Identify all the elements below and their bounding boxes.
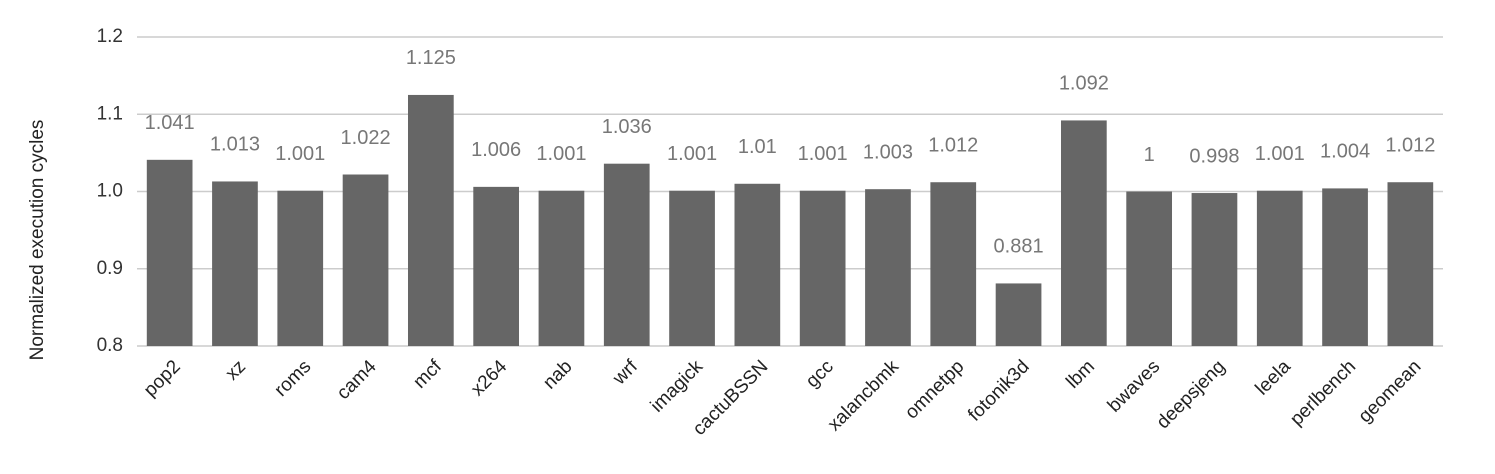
x-tick-label: pop2 — [140, 356, 185, 401]
x-tick-label: omnetpp — [901, 356, 968, 423]
value-label: 1.003 — [863, 141, 913, 163]
x-tick-label: gcc — [802, 356, 838, 392]
x-tick-label: roms — [271, 356, 316, 401]
bar — [277, 190, 324, 346]
y-tick-label: 0.8 — [97, 335, 123, 356]
value-label: 1.041 — [145, 112, 195, 134]
value-label: 1.036 — [602, 116, 652, 138]
x-tick-label: bwaves — [1104, 356, 1164, 416]
value-label: 1.001 — [667, 143, 717, 165]
x-tick-label: nab — [539, 356, 576, 393]
value-label: 1.006 — [471, 139, 521, 161]
bar — [1126, 191, 1173, 346]
value-label: 1.013 — [210, 134, 260, 156]
bar — [799, 190, 846, 346]
bar — [146, 159, 193, 346]
bar — [1060, 120, 1107, 347]
bar — [407, 94, 454, 346]
value-label: 1.092 — [1059, 73, 1109, 95]
value-label: 1.001 — [536, 143, 586, 165]
x-tick-label: geomean — [1355, 356, 1426, 427]
y-axis-title: Normalized execution cycles — [27, 120, 48, 361]
bar — [342, 174, 389, 346]
value-label: 1.004 — [1320, 141, 1370, 163]
bar — [603, 163, 650, 346]
x-tick-label: leela — [1252, 356, 1296, 400]
x-tick-label: xz — [222, 356, 250, 384]
bar — [538, 190, 585, 346]
x-tick-label: lbm — [1062, 356, 1099, 393]
y-tick-label: 1.0 — [97, 181, 123, 202]
x-tick-label: fotonik3d — [964, 356, 1033, 425]
value-label: 1.001 — [798, 143, 848, 165]
value-label: 1 — [1144, 144, 1155, 166]
x-tick-label: wrf — [608, 356, 642, 390]
x-tick-label: cam4 — [333, 356, 381, 404]
value-label: 1.012 — [928, 135, 978, 157]
x-tick-label: xalancbmk — [824, 356, 903, 435]
x-tick-label: deepsjeng — [1153, 356, 1230, 433]
bar — [865, 189, 911, 346]
value-label: 0.998 — [1189, 145, 1239, 167]
value-label: 1.125 — [406, 47, 456, 69]
value-label: 1.001 — [275, 143, 325, 165]
bar — [995, 283, 1042, 346]
bar — [1191, 193, 1238, 346]
x-tick-label: imagick — [647, 356, 708, 417]
bar — [1322, 188, 1368, 346]
value-label: 0.881 — [994, 236, 1044, 258]
value-label: 1.012 — [1385, 135, 1435, 157]
bar — [930, 182, 977, 346]
bar — [734, 183, 781, 346]
bar — [1256, 190, 1303, 346]
bar — [1387, 182, 1434, 346]
value-label: 1.022 — [341, 127, 391, 149]
y-tick-label: 1.1 — [97, 103, 123, 124]
bar — [473, 186, 520, 346]
bar — [669, 190, 715, 346]
x-tick-label: perlbench — [1286, 356, 1360, 430]
x-tick-label: x264 — [467, 356, 511, 400]
value-label: 1.001 — [1255, 143, 1305, 165]
x-tick-label: mcf — [409, 356, 446, 393]
bar — [212, 181, 258, 346]
value-label: 1.01 — [738, 136, 777, 158]
y-tick-label: 1.2 — [97, 26, 123, 47]
y-tick-label: 0.9 — [97, 258, 123, 279]
